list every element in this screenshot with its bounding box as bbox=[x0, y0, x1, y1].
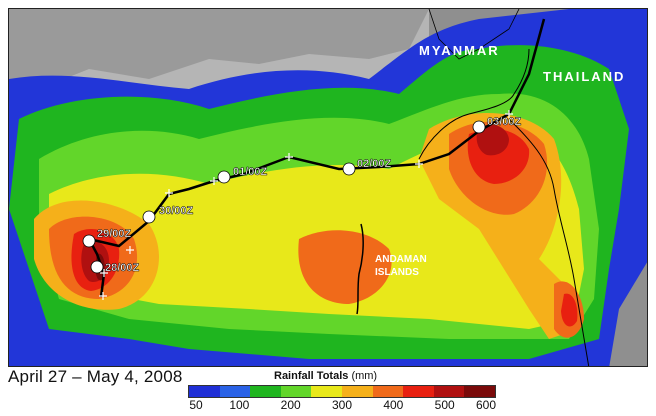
rain-orange-andaman bbox=[298, 230, 392, 304]
cyclone-icon bbox=[217, 170, 231, 184]
legend-color-bar bbox=[188, 385, 496, 398]
legend-tick-label: 600 bbox=[475, 398, 497, 412]
legend-tick-label: 100 bbox=[229, 398, 250, 412]
track-label-30: 30/00Z bbox=[159, 205, 194, 217]
label-myanmar: MYANMAR bbox=[419, 43, 500, 58]
india-landmass bbox=[9, 9, 429, 94]
track-label-03: 03/00Z bbox=[487, 116, 522, 128]
legend-swatch bbox=[403, 386, 434, 397]
legend-ticks: 50 100 200 300 400 500 600 bbox=[188, 398, 496, 416]
legend-title-unit: (mm) bbox=[351, 370, 378, 382]
track-label-28: 28/00Z bbox=[105, 262, 140, 274]
track-label-01: 01/00Z bbox=[233, 166, 268, 178]
rainfall-map: 28/00Z 29/00Z 30/00Z 01/00Z 02/00Z 03/00… bbox=[8, 8, 648, 367]
rain-red-south bbox=[561, 293, 578, 327]
coastline-malay bbox=[508, 118, 590, 366]
cyclone-icon bbox=[82, 234, 96, 248]
border-line bbox=[428, 9, 520, 60]
legend-swatch bbox=[433, 386, 465, 397]
label-andaman: ANDAMAN bbox=[375, 254, 427, 265]
coastline-andaman bbox=[356, 223, 364, 315]
legend-title: Rainfall Totals (mm) bbox=[274, 370, 377, 382]
label-islands: ISLANDS bbox=[375, 267, 419, 278]
legend-swatch bbox=[219, 386, 251, 397]
legend-title-bold: Rainfall Totals bbox=[274, 370, 349, 382]
legend-swatch bbox=[189, 386, 220, 397]
legend-swatch bbox=[280, 386, 312, 397]
legend-swatch bbox=[250, 386, 281, 397]
cyclone-icon bbox=[142, 210, 156, 224]
cyclone-icon bbox=[90, 260, 104, 274]
coastline-myanmar bbox=[418, 48, 530, 160]
label-thailand: THAILAND bbox=[543, 69, 625, 84]
track-label-29: 29/00Z bbox=[97, 228, 132, 240]
legend-swatch bbox=[341, 386, 373, 397]
legend-tick-label: 300 bbox=[331, 398, 353, 412]
legend-swatch bbox=[464, 386, 495, 397]
legend-tick-label: 500 bbox=[434, 398, 455, 412]
cyclone-icon bbox=[472, 120, 486, 134]
legend-tick-label: 200 bbox=[280, 398, 301, 412]
rain-darkred-east bbox=[476, 124, 509, 156]
legend-swatch bbox=[372, 386, 404, 397]
track-ticks bbox=[99, 110, 513, 300]
legend-swatch bbox=[311, 386, 342, 397]
legend-tick-label: 50 bbox=[189, 398, 203, 412]
legend-tick-label: 400 bbox=[383, 398, 404, 412]
date-range-caption: April 27 – May 4, 2008 bbox=[8, 367, 183, 386]
track-label-02: 02/00Z bbox=[357, 158, 392, 170]
cyclone-icon bbox=[342, 162, 356, 176]
